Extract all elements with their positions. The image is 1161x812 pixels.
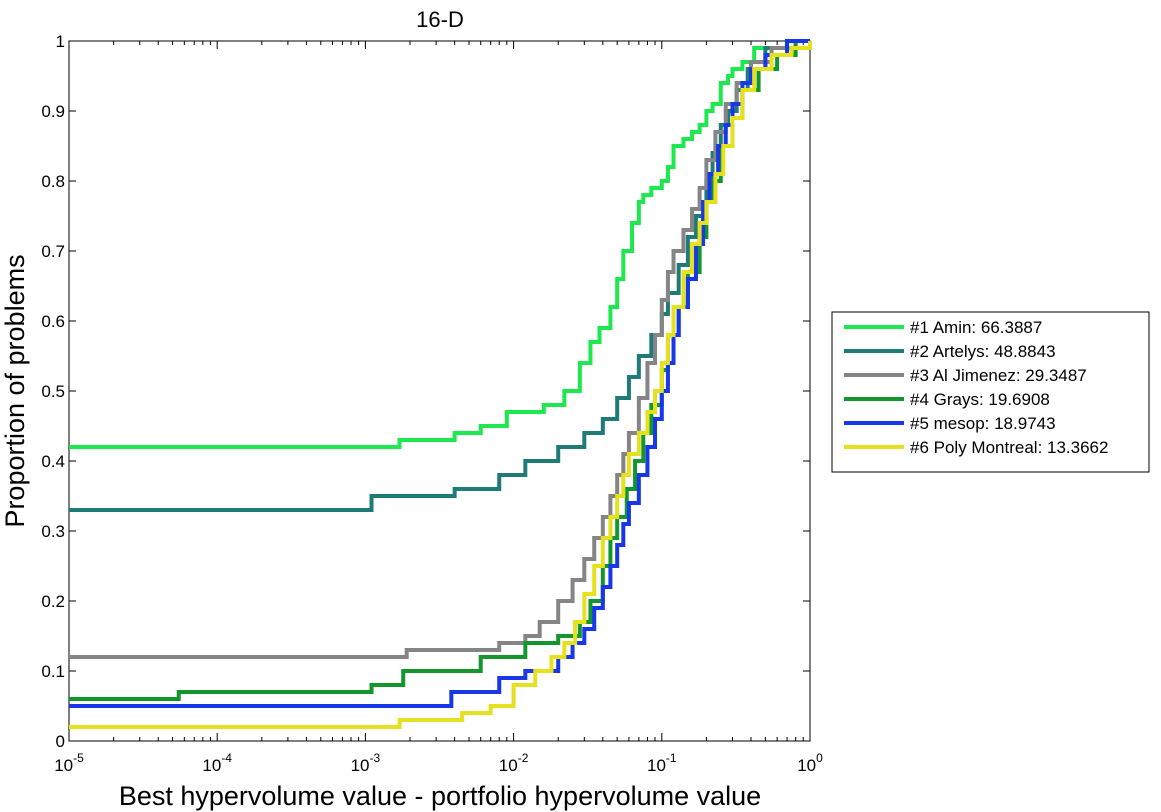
y-tick-label: 0.7 <box>41 242 65 261</box>
legend-label: #2 Artelys: 48.8843 <box>910 342 1056 361</box>
x-tick-label-exponent: -4 <box>221 751 232 765</box>
y-tick-label: 0.4 <box>41 452 65 471</box>
y-tick-label: 1 <box>56 32 65 51</box>
x-tick-label-base: 10 <box>54 756 73 775</box>
x-tick-label-exponent: 0 <box>816 751 823 765</box>
legend-label: #4 Grays: 19.6908 <box>910 390 1050 409</box>
y-tick-label: 0.5 <box>41 382 65 401</box>
x-tick-label-exponent: -1 <box>666 751 677 765</box>
x-tick-label: 10-5 <box>54 751 84 775</box>
legend: #1 Amin: 66.3887 #2 Artelys: 48.8843 #3 Al… <box>831 311 1150 473</box>
x-tick-label: 10-3 <box>351 751 381 775</box>
x-tick-label-exponent: -2 <box>518 751 529 765</box>
series-line-1 <box>69 39 810 449</box>
x-tick-label: 10-2 <box>499 751 529 775</box>
x-tick-label-base: 10 <box>647 756 666 775</box>
series-line-6 <box>69 41 812 729</box>
x-tick-label-base: 10 <box>351 756 370 775</box>
y-axis-title: Proportion of problems <box>0 254 30 527</box>
x-tick-label-base: 10 <box>499 756 518 775</box>
y-axis: 0 0.1 0.2 0.3 0.4 0.5 0.6 0.7 0.8 0.9 1 <box>41 32 810 751</box>
legend-label: #5 mesop: 18.9743 <box>910 414 1056 433</box>
legend-label: #1 Amin: 66.3887 <box>910 318 1042 337</box>
x-tick-label-base: 10 <box>797 756 816 775</box>
legend-label: #3 Al Jimenez: 29.3487 <box>910 366 1087 385</box>
x-tick-label: 10-1 <box>647 751 677 775</box>
series-lines <box>69 39 812 729</box>
chart-title: 16-D <box>416 7 464 32</box>
y-tick-label: 0.6 <box>41 312 65 331</box>
y-tick-label: 0.1 <box>41 662 65 681</box>
y-tick-label: 0.2 <box>41 592 65 611</box>
x-tick-label-exponent: -3 <box>370 751 381 765</box>
y-tick-label: 0.3 <box>41 522 65 541</box>
x-axis-title: Best hypervolume value - portfolio hyper… <box>119 781 761 811</box>
x-tick-label-base: 10 <box>202 756 221 775</box>
x-tick-label-exponent: -5 <box>73 751 84 765</box>
y-tick-label: 0.9 <box>41 102 65 121</box>
x-tick-label: 10-4 <box>202 751 232 775</box>
y-tick-label: 0 <box>56 732 65 751</box>
series-line-2 <box>69 39 810 512</box>
x-tick-label: 100 <box>797 751 823 775</box>
y-tick-label: 0.8 <box>41 172 65 191</box>
legend-label: #6 Poly Montreal: 13.3662 <box>910 438 1108 457</box>
